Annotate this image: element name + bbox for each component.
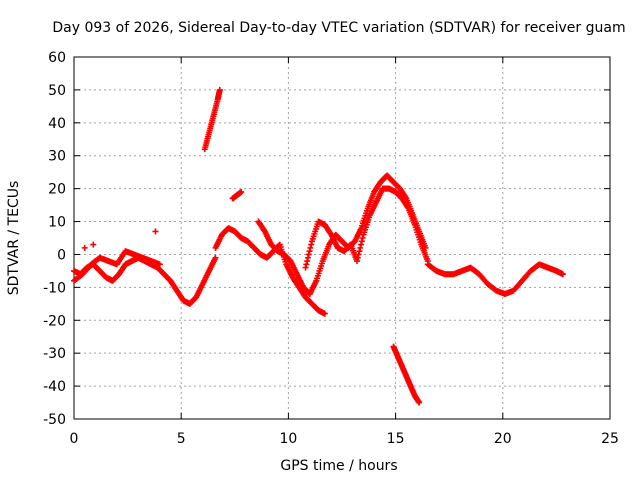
y-tick-label: -50 — [43, 412, 66, 428]
x-tick-labels: 0 5 10 15 20 25 — [70, 431, 619, 447]
data-point — [306, 248, 313, 255]
y-tick-label: 50 — [48, 83, 66, 99]
data-point — [358, 238, 365, 245]
data-point — [156, 261, 163, 268]
y-tick-label: 20 — [48, 182, 66, 198]
gridlines — [74, 57, 610, 419]
data-point — [307, 244, 314, 251]
y-tick-label: -10 — [43, 280, 66, 296]
data-point — [152, 228, 159, 235]
data-point — [212, 254, 219, 261]
data-point — [304, 258, 311, 265]
y-axis-label: SDTVAR / TECUs — [6, 181, 22, 296]
y-tick-labels: -50 -40 -30 -20 -10 0 10 20 30 40 50 60 — [43, 50, 66, 428]
y-tick-label: 0 — [57, 247, 66, 263]
data-point — [354, 258, 361, 265]
data-point — [321, 310, 328, 317]
data-point — [559, 271, 566, 278]
data-points — [71, 86, 566, 406]
y-tick-label: 10 — [48, 215, 66, 231]
data-point — [303, 261, 310, 268]
data-point — [90, 241, 97, 248]
data-point — [302, 264, 309, 271]
data-point — [355, 251, 362, 258]
data-point — [304, 254, 311, 261]
x-tick-label: 10 — [279, 431, 297, 447]
x-tick-label: 20 — [494, 431, 512, 447]
plot-frame — [73, 56, 611, 420]
data-point — [354, 254, 361, 261]
y-tick-label: 30 — [48, 149, 66, 165]
y-tick-label: -30 — [43, 346, 66, 362]
x-tick-label: 5 — [177, 431, 186, 447]
chart-title: Day 093 of 2026, Sidereal Day-to-day VTE… — [52, 20, 625, 36]
data-point — [308, 241, 315, 248]
data-point — [357, 244, 364, 251]
data-point — [305, 251, 312, 258]
x-tick-label: 15 — [387, 431, 405, 447]
y-tick-label: 60 — [48, 50, 66, 66]
data-point — [358, 241, 365, 248]
axis-ticks — [73, 56, 611, 420]
data-point — [238, 188, 245, 195]
data-point — [416, 399, 423, 406]
y-tick-label: 40 — [48, 116, 66, 132]
data-point — [359, 235, 366, 241]
x-axis-label: GPS time / hours — [280, 458, 397, 474]
data-point — [216, 86, 223, 93]
data-point — [81, 244, 88, 251]
data-point — [356, 248, 363, 255]
x-tick-label: 0 — [70, 431, 79, 447]
x-tick-label: 25 — [601, 431, 619, 447]
y-tick-label: -40 — [43, 379, 66, 395]
y-tick-label: -20 — [43, 313, 66, 329]
